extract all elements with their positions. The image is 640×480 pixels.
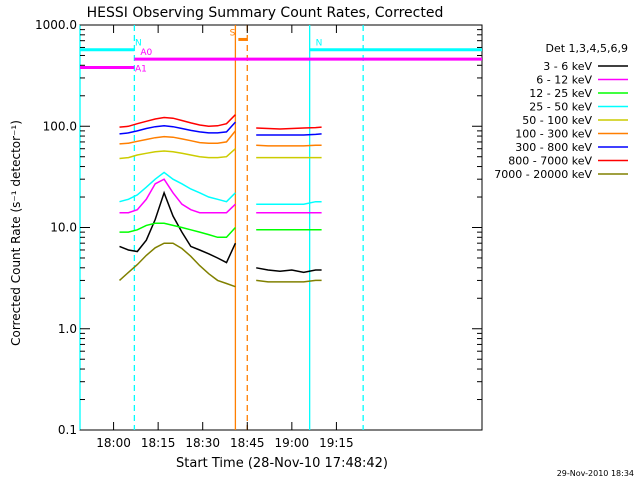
x-tick-label-6: 19:15 (319, 436, 354, 450)
y-tick-label-3: 10.0 (50, 221, 77, 235)
x-tick-label-2: 18:15 (141, 436, 176, 450)
y-axis-label: Corrected Count Rate (s⁻¹ detector⁻¹) (9, 120, 23, 346)
annotation-label-a1: A1 (135, 65, 147, 75)
legend-label-9: 7000 - 20000 keV (494, 168, 592, 181)
series-line-1 (119, 190, 322, 274)
series-line-9 (118, 242, 322, 288)
footer-timestamp: 29-Nov-2010 18:34 (557, 469, 634, 478)
series-lines (118, 114, 322, 288)
y-tick-label-4: 100.0 (43, 119, 77, 133)
annotation-label-n: N (135, 39, 142, 49)
legend-title: Det 1,3,4,5,6,9 (545, 42, 628, 55)
x-tick-label-4: 18:45 (230, 436, 265, 450)
legend-label-3: 12 - 25 keV (529, 87, 592, 100)
x-tick-label-5: 19:00 (275, 436, 310, 450)
y-tick-label-1: 0.1 (58, 423, 77, 437)
legend-label-7: 300 - 800 keV (515, 141, 592, 154)
legend-label-1: 3 - 6 keV (543, 60, 592, 73)
series-line-6 (119, 130, 322, 147)
annotation-label-n: N (316, 39, 323, 49)
series-line-8 (119, 114, 322, 130)
chart-title: HESSI Observing Summary Count Rates, Cor… (87, 5, 444, 21)
x-axis-label: Start Time (28-Nov-10 17:48:42) (176, 456, 388, 471)
y-tick-label-5: 1000.0 (35, 18, 77, 32)
y-tick-label-2: 1.0 (58, 322, 77, 336)
series-line-2 (119, 178, 322, 214)
series-line-3 (119, 222, 322, 239)
annotation-label-a0: A0 (140, 48, 152, 58)
annotation-label-s: S (230, 28, 236, 38)
legend-label-5: 50 - 100 keV (522, 114, 592, 127)
legend-label-8: 800 - 7000 keV (508, 155, 592, 168)
axes: 18:00 18:15 18:30 18:45 19:00 19:15 0.1 1.0 10.0… (35, 18, 482, 450)
legend-label-6: 100 - 300 keV (515, 128, 592, 141)
x-tick-label-3: 18:30 (185, 436, 220, 450)
vertical-markers (79, 25, 364, 430)
x-tick-label-1: 18:00 (96, 436, 131, 450)
legend-label-4: 25 - 50 keV (529, 101, 592, 114)
series-line-7 (119, 121, 322, 136)
series-line-5 (119, 148, 322, 160)
series-line-4 (119, 171, 322, 205)
legend-label-2: 6 - 12 keV (536, 74, 592, 87)
annotation-bars: N N S A0 A1 (80, 28, 482, 75)
